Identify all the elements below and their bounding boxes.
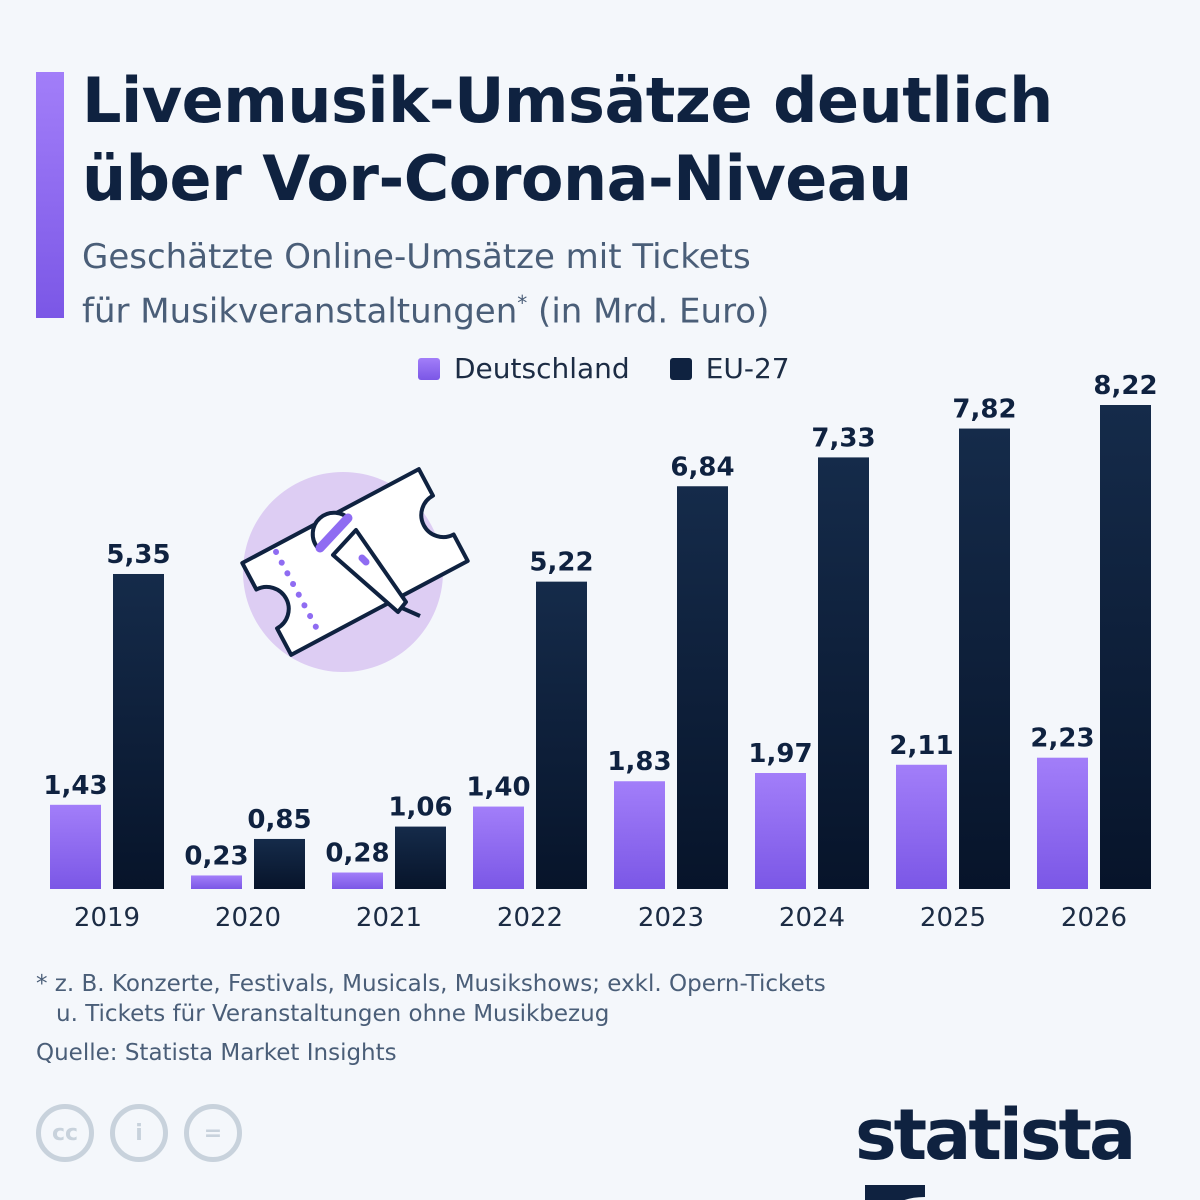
x-tick-label: 2026 bbox=[1061, 903, 1127, 933]
page-title: Livemusik-Umsätze deutlich über Vor-Coro… bbox=[82, 62, 1053, 218]
subtitle-line-2: für Musikveranstaltungen bbox=[82, 291, 518, 332]
accent-bar bbox=[36, 72, 64, 318]
bar-eu27-2025 bbox=[959, 428, 1010, 889]
bar-deutschland-2023 bbox=[614, 781, 665, 889]
data-label: 1,43 bbox=[43, 771, 107, 801]
x-tick-label: 2020 bbox=[215, 903, 281, 933]
data-label: 8,22 bbox=[1093, 371, 1157, 401]
bar-eu27-2023 bbox=[677, 486, 728, 889]
x-tick-label: 2025 bbox=[920, 903, 986, 933]
footnote: * z. B. Konzerte, Festivals, Musicals, M… bbox=[36, 969, 826, 1029]
data-label: 1,40 bbox=[466, 773, 530, 803]
footnote-mark: * bbox=[517, 291, 528, 315]
data-label: 0,28 bbox=[325, 839, 389, 869]
cc-license-icon[interactable]: cc bbox=[36, 1104, 94, 1162]
subtitle-line-1: Geschätzte Online-Umsätze mit Tickets bbox=[82, 237, 751, 277]
footnote-line-1: * z. B. Konzerte, Festivals, Musicals, M… bbox=[36, 971, 826, 997]
no-derivatives-icon[interactable]: = bbox=[184, 1104, 242, 1162]
data-label: 2,23 bbox=[1030, 724, 1094, 754]
data-label: 5,35 bbox=[106, 540, 170, 570]
bar-deutschland-2024 bbox=[755, 773, 806, 889]
bar-deutschland-2022 bbox=[473, 806, 524, 889]
x-tick-label: 2023 bbox=[638, 903, 704, 933]
data-label: 7,33 bbox=[811, 423, 875, 453]
data-label: 6,84 bbox=[670, 452, 734, 482]
statista-logo-mark bbox=[865, 1185, 925, 1200]
x-tick-label: 2024 bbox=[779, 903, 845, 933]
data-label: 1,97 bbox=[748, 739, 812, 769]
legend-swatch bbox=[418, 358, 440, 380]
data-label: 7,82 bbox=[952, 395, 1016, 425]
bar-deutschland-2019 bbox=[50, 804, 101, 889]
bar-deutschland-2026 bbox=[1037, 757, 1088, 889]
bar-eu27-2026 bbox=[1100, 405, 1151, 889]
statista-logo[interactable]: statista bbox=[855, 1094, 1200, 1200]
microphone-icon bbox=[310, 510, 421, 618]
x-tick-label: 2022 bbox=[497, 903, 563, 933]
footnote-line-2: u. Tickets für Veranstaltungen ohne Musi… bbox=[56, 1001, 610, 1027]
legend-label: Deutschland bbox=[454, 352, 630, 385]
legend: Deutschland EU-27 bbox=[418, 352, 790, 385]
data-label: 1,83 bbox=[607, 747, 671, 777]
title-line-2: über Vor-Corona-Niveau bbox=[82, 142, 912, 215]
data-label: 2,11 bbox=[889, 731, 953, 761]
logo-text: statista bbox=[855, 1094, 1136, 1176]
x-tick-label: 2021 bbox=[356, 903, 422, 933]
data-label: 0,85 bbox=[247, 805, 311, 835]
legend-item-deutschland: Deutschland bbox=[418, 352, 630, 385]
legend-label: EU-27 bbox=[705, 352, 790, 385]
data-label: 5,22 bbox=[529, 548, 593, 578]
x-tick-label: 2019 bbox=[74, 903, 140, 933]
data-label: 0,23 bbox=[184, 841, 248, 871]
source: Quelle: Statista Market Insights bbox=[36, 1040, 397, 1066]
bar-eu27-2020 bbox=[254, 838, 305, 889]
subtitle-unit: (in Mrd. Euro) bbox=[527, 291, 770, 332]
bar-deutschland-2025 bbox=[896, 764, 947, 889]
subtitle: Geschätzte Online-Umsätze mit Tickets fü… bbox=[82, 234, 769, 334]
legend-swatch bbox=[669, 358, 692, 380]
ticket-microphone-illustration bbox=[240, 467, 470, 672]
title-line-1: Livemusik-Umsätze deutlich bbox=[82, 64, 1053, 137]
bar-eu27-2021 bbox=[395, 826, 446, 889]
data-label: 1,06 bbox=[388, 793, 452, 823]
bar-eu27-2019 bbox=[113, 573, 164, 889]
bar-deutschland-2021 bbox=[332, 872, 383, 889]
bar-eu27-2024 bbox=[818, 457, 869, 889]
legend-item-eu27: EU-27 bbox=[669, 352, 790, 385]
bar-eu27-2022 bbox=[536, 581, 587, 889]
attribution-icon[interactable]: i bbox=[110, 1104, 168, 1162]
bar-deutschland-2020 bbox=[191, 875, 242, 889]
